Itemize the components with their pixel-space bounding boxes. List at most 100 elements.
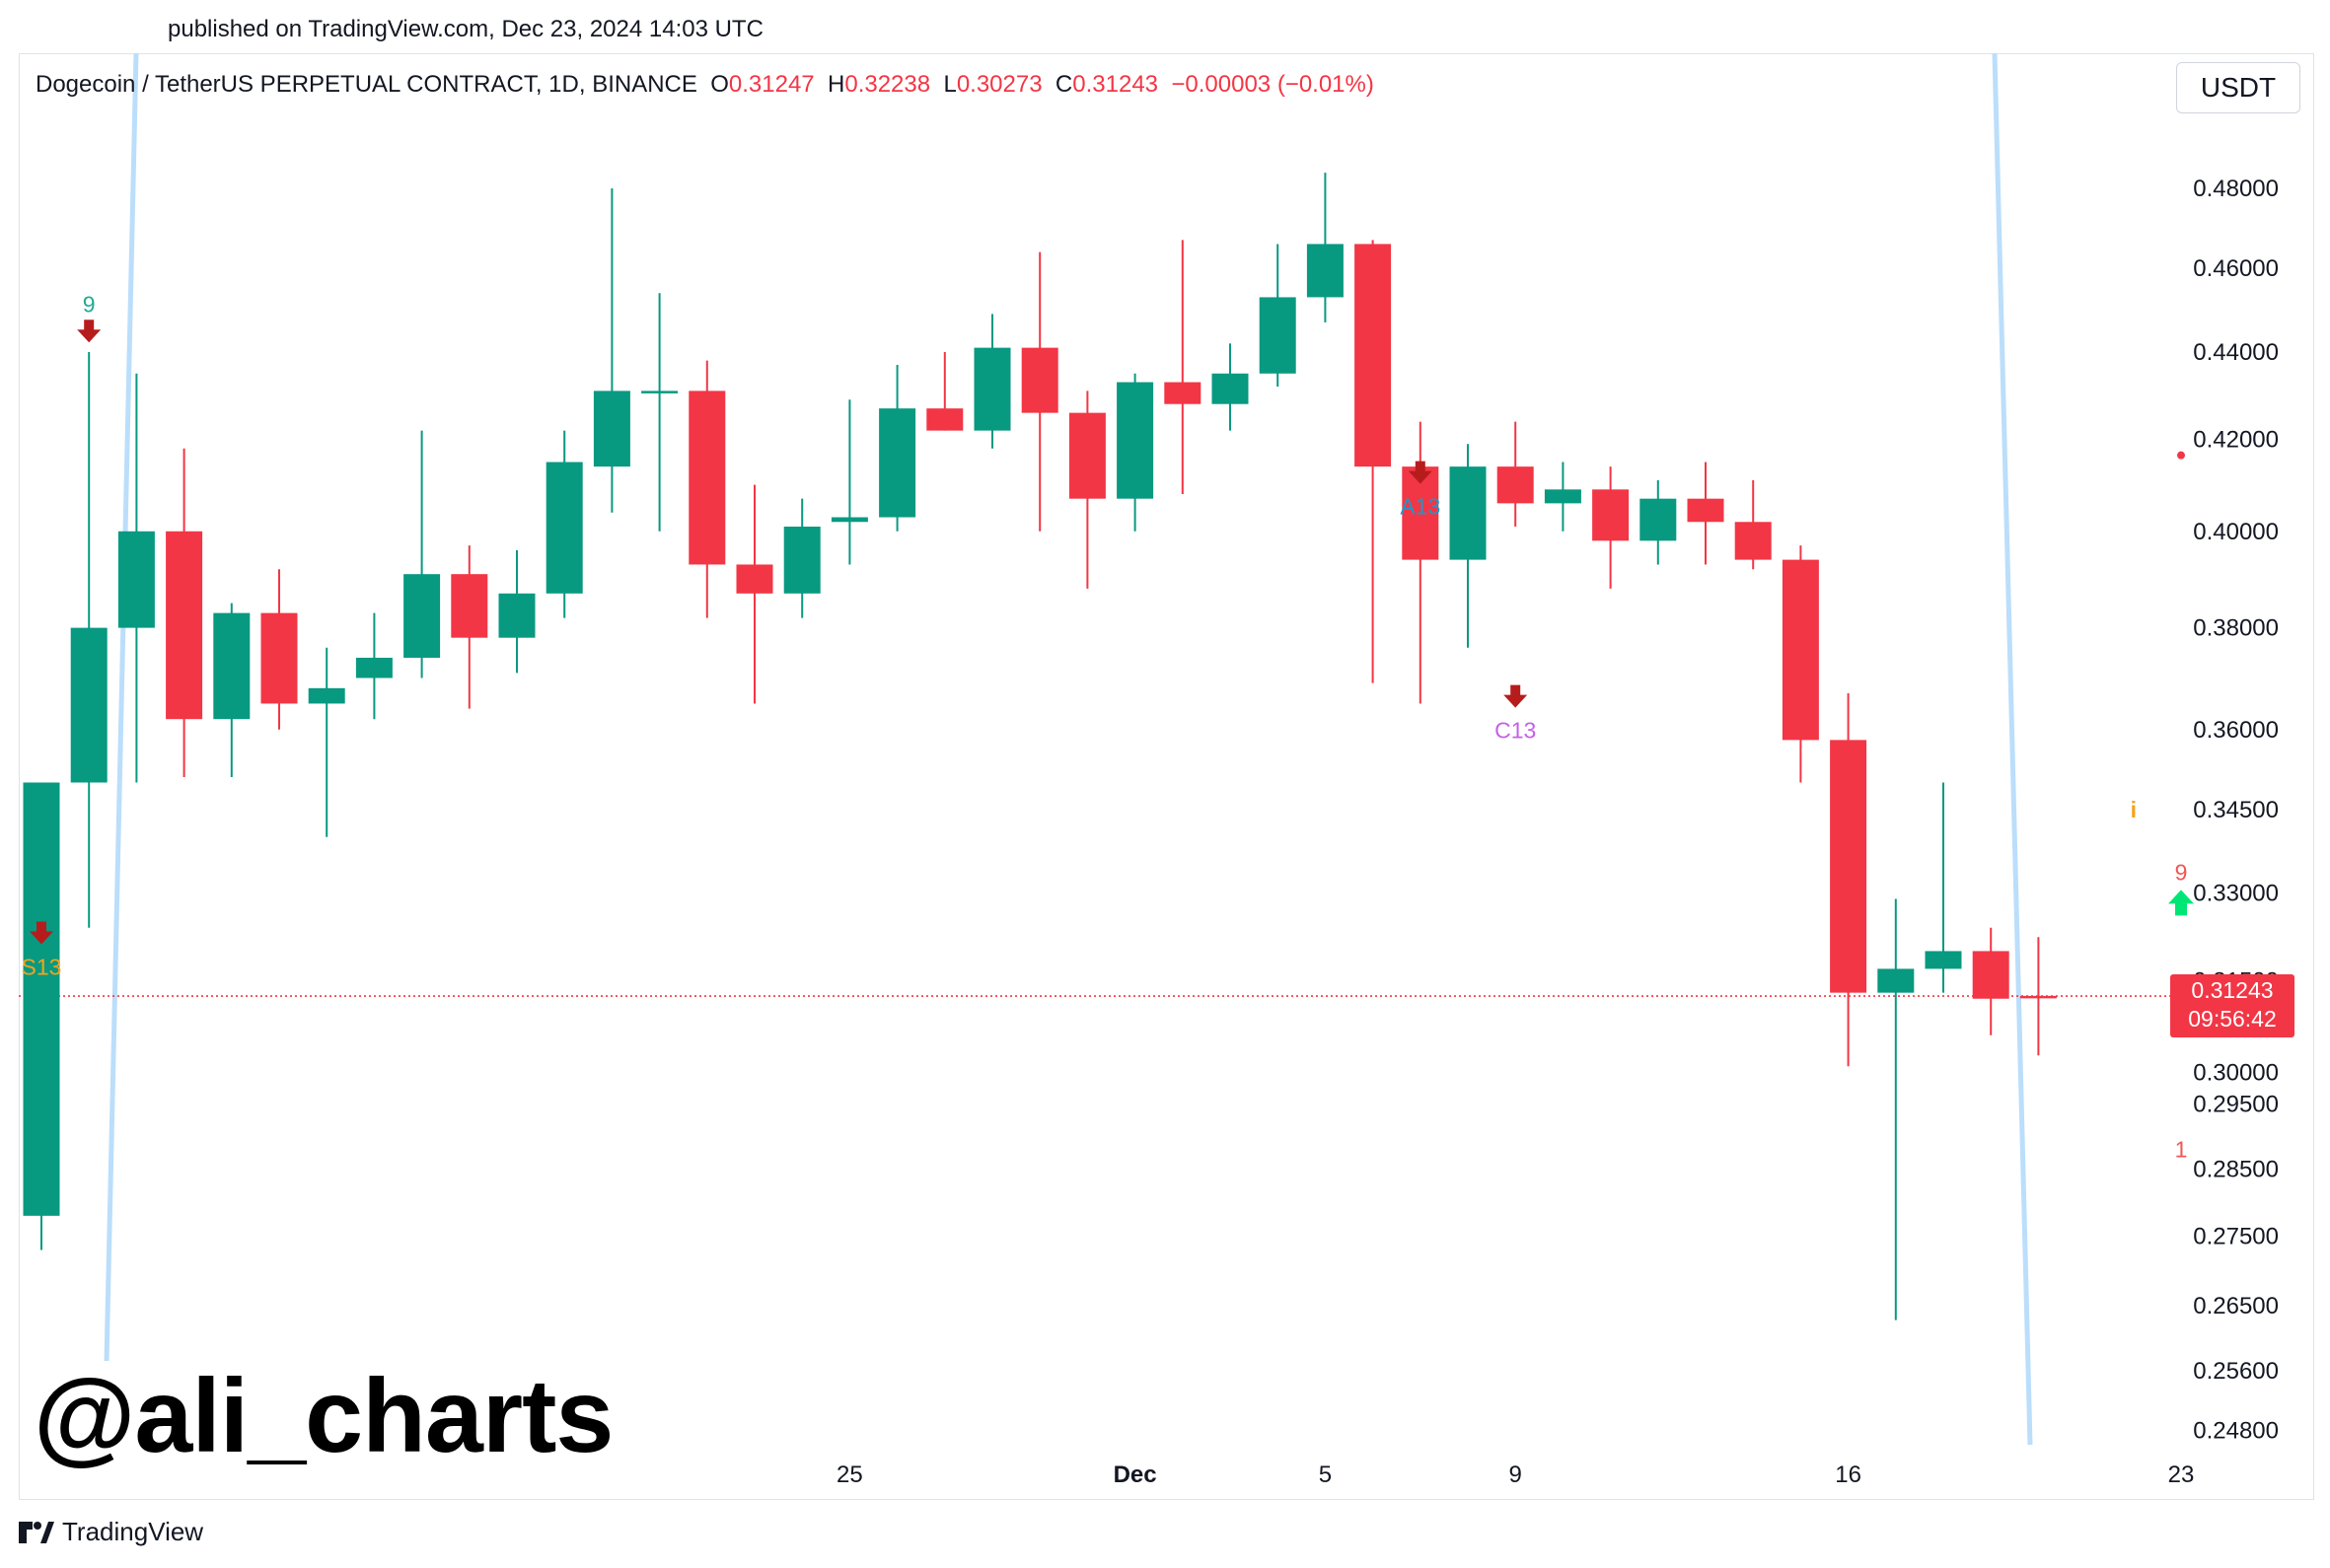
price-axis: 0.48000 0.46000 0.44000 0.42000 0.40000 0.380… bbox=[2193, 176, 2279, 1445]
price-tick-label: 0.26500 bbox=[2193, 1293, 2279, 1319]
signal-annotation: C13 bbox=[1494, 684, 1536, 744]
candle bbox=[166, 448, 203, 778]
candle-body bbox=[403, 574, 441, 658]
price-tick-label: 0.44000 bbox=[2193, 339, 2279, 366]
candle-body bbox=[70, 627, 108, 783]
candle-body bbox=[498, 593, 536, 638]
candle-body bbox=[1306, 244, 1344, 298]
candle bbox=[593, 187, 630, 513]
high-value: 0.32238 bbox=[844, 71, 931, 98]
symbol-info: Dogecoin / TetherUS PERPETUAL CONTRACT, … bbox=[36, 71, 1374, 99]
price-tick-label: 0.28500 bbox=[2193, 1156, 2279, 1182]
signal-annotation: 9 bbox=[77, 291, 102, 343]
candle-body bbox=[1259, 297, 1296, 374]
arrow-down-icon bbox=[30, 921, 53, 945]
candle-body bbox=[1782, 559, 1819, 741]
candle bbox=[1117, 373, 1154, 532]
candle bbox=[1496, 421, 1534, 528]
candle bbox=[308, 647, 345, 837]
last-price-badge: 0.31243 09:56:42 bbox=[2170, 974, 2294, 1037]
candle-body bbox=[1592, 489, 1630, 541]
candle-body bbox=[1164, 382, 1201, 404]
symbol-name: Dogecoin / TetherUS PERPETUAL CONTRACT, … bbox=[36, 71, 697, 98]
candle bbox=[974, 314, 1011, 449]
candle-body bbox=[831, 517, 868, 523]
price-tick-label: 0.27500 bbox=[2193, 1224, 2279, 1250]
candle bbox=[1211, 343, 1249, 431]
candle bbox=[260, 569, 298, 730]
signal-annotation: 9 bbox=[2168, 859, 2194, 916]
candle-body bbox=[593, 391, 630, 467]
candle bbox=[736, 484, 773, 704]
candle-body bbox=[117, 531, 155, 628]
candle-body bbox=[355, 657, 393, 678]
low-value: 0.30273 bbox=[956, 71, 1043, 98]
price-tick-label: 0.48000 bbox=[2193, 176, 2279, 202]
candle bbox=[1354, 240, 1392, 683]
candle bbox=[641, 293, 679, 532]
candle-body bbox=[1639, 498, 1677, 541]
candle bbox=[498, 549, 536, 674]
candle-body bbox=[1068, 412, 1106, 499]
published-note: published on TradingView.com, Dec 23, 20… bbox=[168, 16, 764, 42]
candle bbox=[1544, 462, 1581, 532]
trendlines bbox=[104, 52, 2033, 1446]
candle bbox=[1068, 391, 1106, 589]
tradingview-logo[interactable]: TradingView bbox=[19, 1517, 203, 1547]
candle bbox=[1306, 173, 1344, 322]
signal-annotations: 9 S13 A13 C13 9 1 i bbox=[22, 291, 2194, 1162]
candle bbox=[1021, 251, 1058, 532]
candle bbox=[1592, 466, 1630, 589]
candle-body bbox=[1830, 740, 1867, 993]
open-value: 0.31247 bbox=[728, 71, 815, 98]
candle-body bbox=[879, 408, 916, 518]
candle-body bbox=[1925, 951, 1962, 969]
candle bbox=[1687, 462, 1724, 565]
signal-label: S13 bbox=[22, 954, 62, 979]
price-tick-label: 0.38000 bbox=[2193, 615, 2279, 642]
candle bbox=[2019, 937, 2057, 1056]
candle bbox=[546, 430, 583, 618]
author-watermark: @ali_charts bbox=[34, 1358, 614, 1474]
candle-body bbox=[1354, 244, 1392, 467]
candle bbox=[689, 360, 726, 618]
candle-body bbox=[1972, 951, 2009, 999]
candle bbox=[23, 782, 60, 1250]
signal-annotation: S13 bbox=[22, 921, 62, 979]
candle bbox=[403, 430, 441, 678]
price-tick-label: 0.34500 bbox=[2193, 797, 2279, 823]
candle bbox=[70, 351, 108, 928]
candle bbox=[926, 351, 964, 431]
currency-selector[interactable]: USDT bbox=[2176, 62, 2300, 113]
candle bbox=[1972, 927, 2009, 1035]
price-tick-label: 0.36000 bbox=[2193, 717, 2279, 744]
signal-annotation: 1 bbox=[2175, 1136, 2188, 1162]
candle-body bbox=[641, 391, 679, 393]
signal-label: 1 bbox=[2175, 1136, 2188, 1162]
time-tick-label: 25 bbox=[837, 1461, 863, 1488]
candle-body bbox=[689, 391, 726, 565]
candle-body bbox=[451, 574, 488, 638]
candle-body bbox=[1021, 347, 1058, 413]
arrow-down-icon bbox=[1408, 461, 1432, 484]
candles bbox=[23, 173, 2057, 1320]
candle-body bbox=[2019, 995, 2057, 999]
signal-annotation: A13 bbox=[1400, 461, 1440, 520]
time-tick-label: 23 bbox=[2168, 1461, 2195, 1488]
candle-body bbox=[1211, 373, 1249, 404]
signal-label: C13 bbox=[1494, 718, 1536, 744]
signal-label: i bbox=[2131, 797, 2137, 822]
close-key: C bbox=[1055, 71, 1073, 98]
candle-body bbox=[213, 612, 251, 720]
candle bbox=[879, 365, 916, 532]
candle-body bbox=[1877, 968, 1915, 993]
arrow-up-icon bbox=[2168, 890, 2194, 916]
candle-body bbox=[308, 687, 345, 704]
candle-body bbox=[1544, 489, 1581, 504]
last-price: 0.31243 bbox=[2191, 977, 2274, 1003]
candle-body bbox=[974, 347, 1011, 431]
trendline-left bbox=[104, 52, 139, 1362]
candle bbox=[355, 612, 393, 720]
tradingview-wordmark: TradingView bbox=[62, 1517, 204, 1546]
